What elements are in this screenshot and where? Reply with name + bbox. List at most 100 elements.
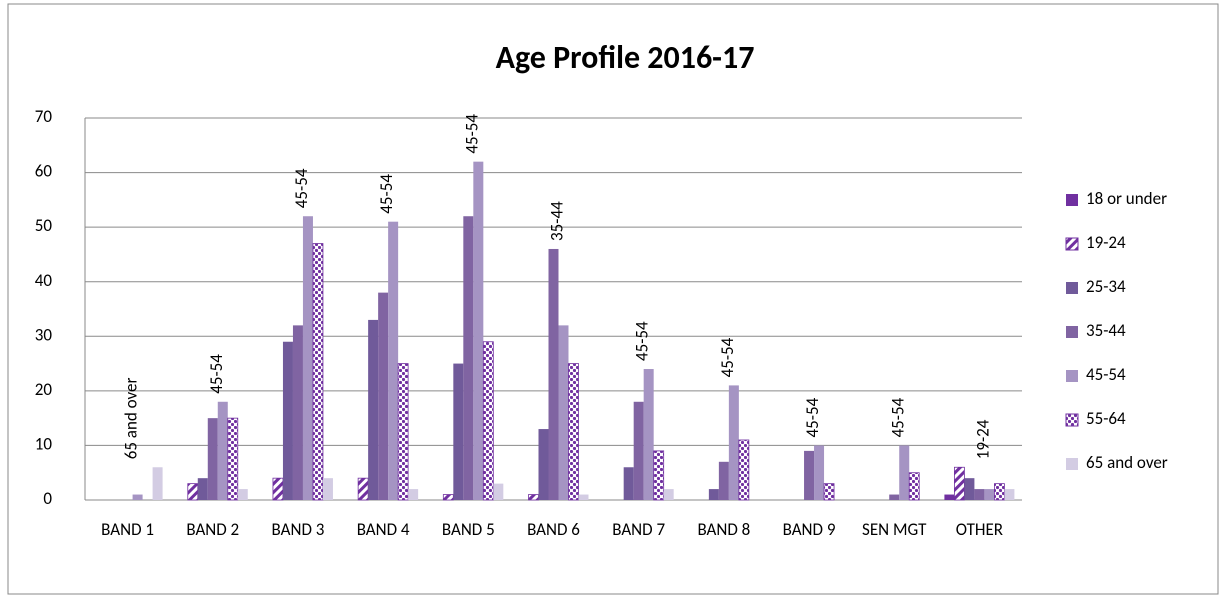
bar xyxy=(282,341,293,500)
bar xyxy=(994,483,1005,501)
bar xyxy=(568,363,579,501)
x-tick-label: BAND 2 xyxy=(186,519,239,540)
x-tick-label: BAND 6 xyxy=(527,519,580,540)
y-tick-label: 30 xyxy=(35,324,53,345)
bar xyxy=(453,363,464,500)
bar xyxy=(643,369,654,500)
legend-swatch xyxy=(1065,237,1079,251)
legend-label: 35-44 xyxy=(1086,320,1126,341)
legend-label: 55-64 xyxy=(1086,408,1126,429)
y-tick-label: 40 xyxy=(35,270,53,291)
bar xyxy=(378,292,389,500)
x-tick-label: SEN MGT xyxy=(862,519,927,540)
bar xyxy=(463,216,474,500)
bar xyxy=(718,461,729,500)
group-label: 65 and over xyxy=(121,377,142,459)
bar xyxy=(633,401,644,500)
group-label: 45-54 xyxy=(632,321,653,361)
group-label: 45-54 xyxy=(206,354,227,394)
y-tick-label: 60 xyxy=(35,161,53,182)
bar xyxy=(899,445,910,500)
bar xyxy=(272,477,284,501)
bar xyxy=(187,483,199,501)
bar xyxy=(473,161,484,500)
x-tick-label: BAND 1 xyxy=(101,519,154,540)
group-label: 45-54 xyxy=(802,397,823,437)
bar xyxy=(578,494,589,500)
x-tick-label: BAND 5 xyxy=(442,519,495,540)
bar xyxy=(388,221,399,500)
bar xyxy=(397,363,409,501)
bar xyxy=(1004,489,1015,500)
bar xyxy=(708,489,719,500)
group-label: 45-54 xyxy=(291,168,312,208)
group-label: 45-54 xyxy=(887,397,908,437)
y-tick-label: 20 xyxy=(35,379,53,400)
bar xyxy=(357,477,369,501)
bar xyxy=(227,417,239,501)
bar xyxy=(908,472,920,501)
bar xyxy=(312,243,324,501)
legend-label: 25-34 xyxy=(1086,276,1126,297)
bar xyxy=(804,450,815,500)
legend-swatch xyxy=(1066,370,1078,382)
bar xyxy=(237,489,248,500)
legend-swatch xyxy=(1066,282,1078,294)
bar xyxy=(368,319,379,500)
bar xyxy=(823,483,835,501)
bar xyxy=(558,325,569,500)
legend-swatch xyxy=(1066,326,1078,338)
x-tick-label: BAND 8 xyxy=(697,519,750,540)
legend-swatch xyxy=(1066,194,1078,206)
bar xyxy=(814,445,825,500)
x-tick-label: BAND 9 xyxy=(783,519,836,540)
legend-label: 18 or under xyxy=(1086,188,1167,209)
group-label: 45-54 xyxy=(717,337,738,377)
bar xyxy=(442,494,454,501)
legend-label: 45-54 xyxy=(1086,364,1126,385)
bar xyxy=(653,450,665,501)
bar xyxy=(738,439,750,501)
bar xyxy=(482,341,494,501)
bar xyxy=(984,489,995,500)
bar xyxy=(944,494,955,500)
bar xyxy=(889,494,900,500)
y-tick-label: 70 xyxy=(35,106,53,127)
bar xyxy=(623,467,634,500)
bar xyxy=(728,385,739,500)
bar xyxy=(322,478,333,500)
legend-label: 65 and over xyxy=(1086,452,1168,473)
legend-label: 19-24 xyxy=(1086,232,1126,253)
bar xyxy=(152,467,163,500)
group-label: 45-54 xyxy=(461,114,482,154)
bar xyxy=(302,216,313,500)
x-tick-label: OTHER xyxy=(956,519,1003,540)
bar xyxy=(207,418,218,500)
y-tick-label: 10 xyxy=(35,433,53,454)
bar xyxy=(974,489,985,500)
legend-swatch xyxy=(1065,413,1079,427)
legend-swatch xyxy=(1066,458,1078,470)
x-tick-label: BAND 3 xyxy=(272,519,325,540)
bar xyxy=(292,325,303,500)
bar xyxy=(217,401,228,500)
group-label: 35-44 xyxy=(547,201,568,241)
bar xyxy=(954,466,965,501)
bar xyxy=(132,494,143,500)
group-label: 45-54 xyxy=(376,174,397,214)
group-label: 19-24 xyxy=(972,419,993,459)
y-tick-label: 50 xyxy=(35,215,53,236)
bar xyxy=(528,494,539,501)
y-tick-label: 0 xyxy=(43,488,52,509)
chart-title: Age Profile 2016-17 xyxy=(496,38,755,77)
bar xyxy=(964,478,975,500)
bar xyxy=(663,489,674,500)
bar xyxy=(548,248,559,500)
bar xyxy=(408,489,419,500)
bar xyxy=(197,478,208,500)
chart-border xyxy=(7,3,1219,595)
bar xyxy=(493,483,504,500)
bar xyxy=(538,429,549,500)
x-tick-label: BAND 4 xyxy=(357,519,410,540)
